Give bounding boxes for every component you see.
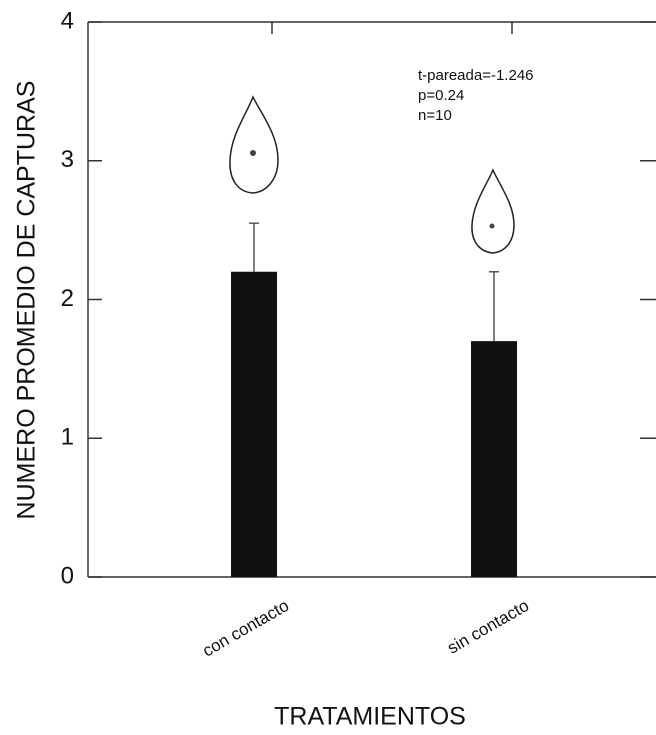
x-tick-label: con contacto (199, 596, 292, 661)
drop-icon (472, 170, 514, 253)
y-tick-label: 3 (61, 146, 74, 173)
y-axis-title: NUMERO PROMEDIO DE CAPTURAS (13, 81, 41, 520)
bar (471, 341, 517, 577)
drop-eye (250, 150, 256, 156)
drop-eye (490, 224, 495, 229)
bar (231, 272, 277, 577)
annotation: t-pareada=-1.246 (418, 67, 534, 84)
annotation: n=10 (418, 107, 452, 124)
chart: t-pareada=-1.246 p=0.24 n=10 TRATAMIENTO… (0, 0, 656, 735)
y-tick-label: 0 (61, 562, 74, 589)
y-tick-label: 1 (61, 424, 74, 451)
x-tick-label: sin contacto (444, 596, 532, 658)
y-tick-label: 2 (61, 285, 74, 312)
drop-icon (230, 97, 278, 193)
y-tick-label: 4 (61, 7, 74, 34)
annotation: p=0.24 (418, 87, 464, 104)
x-axis-title: TRATAMIENTOS (274, 703, 466, 731)
